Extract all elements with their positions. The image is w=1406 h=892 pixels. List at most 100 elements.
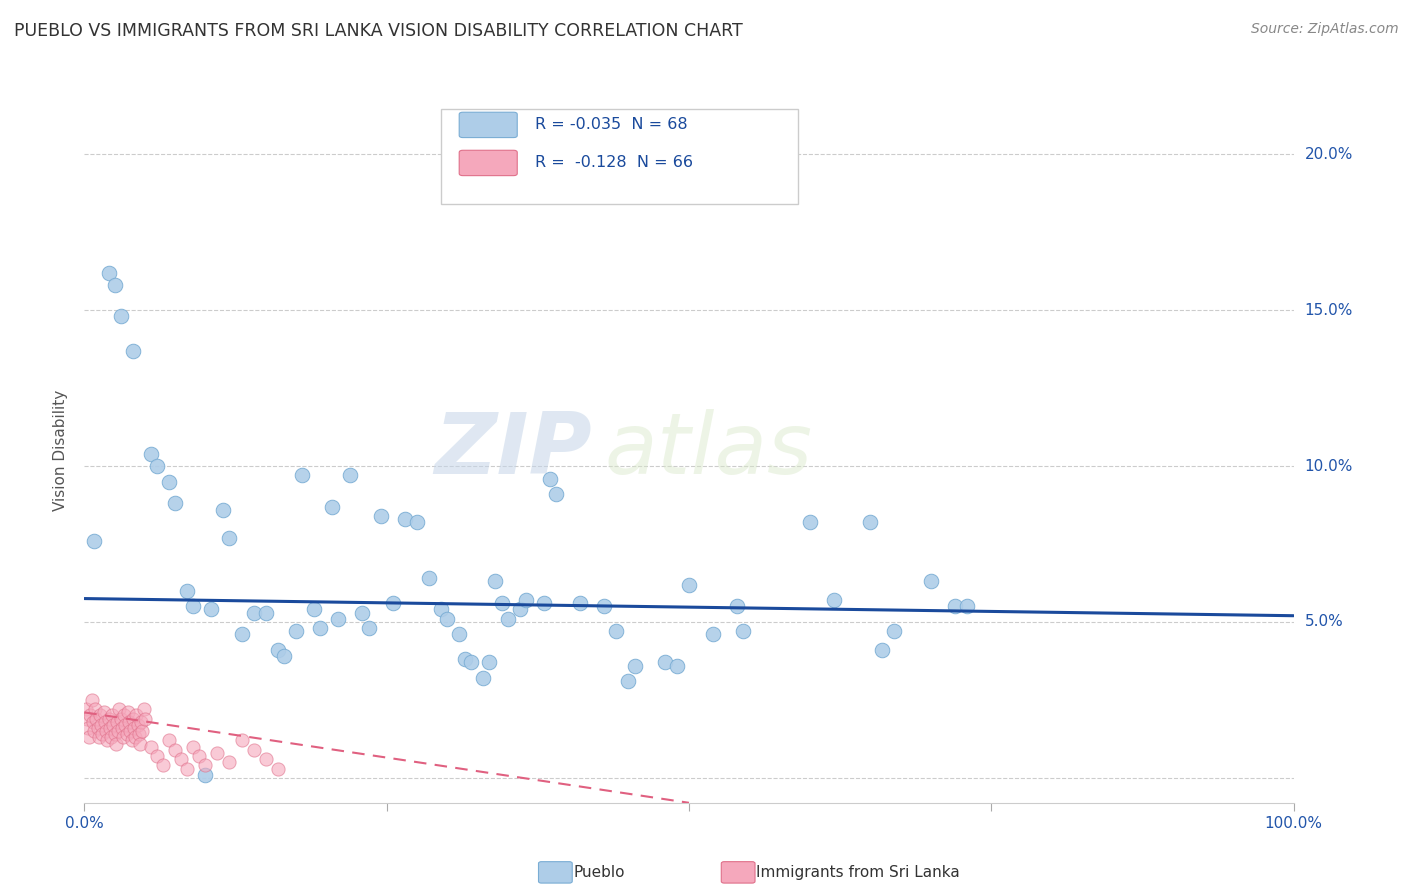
Point xyxy=(129,714,152,729)
Point xyxy=(165,496,187,510)
Point xyxy=(593,599,616,614)
Text: PUEBLO VS IMMIGRANTS FROM SRI LANKA VISION DISABILITY CORRELATION CHART: PUEBLO VS IMMIGRANTS FROM SRI LANKA VISI… xyxy=(14,22,742,40)
Point xyxy=(121,343,143,358)
Point xyxy=(128,727,150,741)
Point xyxy=(623,658,645,673)
Point xyxy=(152,758,174,772)
Point xyxy=(104,727,127,741)
Point xyxy=(79,708,101,723)
Point xyxy=(176,583,198,598)
Point xyxy=(146,458,169,473)
Point xyxy=(273,649,295,664)
Text: R = -0.035  N = 68: R = -0.035 N = 68 xyxy=(536,118,688,132)
Point xyxy=(883,624,905,639)
Point xyxy=(181,599,204,614)
Point xyxy=(200,602,222,616)
Point xyxy=(218,756,240,770)
Point xyxy=(352,606,374,620)
Text: 10.0%: 10.0% xyxy=(1305,458,1353,474)
Point xyxy=(98,721,121,735)
Point xyxy=(218,531,240,545)
FancyBboxPatch shape xyxy=(460,150,517,176)
Point xyxy=(418,571,440,585)
FancyBboxPatch shape xyxy=(460,112,517,137)
Point xyxy=(956,599,979,614)
Point xyxy=(112,731,135,745)
Point xyxy=(702,627,724,641)
Point xyxy=(544,487,567,501)
Point xyxy=(91,727,114,741)
Point xyxy=(120,724,142,739)
Point xyxy=(538,471,561,485)
Point xyxy=(100,731,122,745)
Point xyxy=(93,706,115,720)
Point xyxy=(569,596,592,610)
Point xyxy=(725,599,748,614)
Point xyxy=(122,721,145,735)
Point xyxy=(110,310,132,324)
Point xyxy=(291,468,314,483)
Point xyxy=(665,658,688,673)
Point xyxy=(381,596,404,610)
Text: Source: ZipAtlas.com: Source: ZipAtlas.com xyxy=(1251,22,1399,37)
Point xyxy=(118,714,141,729)
Point xyxy=(83,724,105,739)
Point xyxy=(90,718,112,732)
Point xyxy=(82,714,104,729)
Point xyxy=(943,599,966,614)
Point xyxy=(76,712,98,726)
Point xyxy=(733,624,755,639)
Point xyxy=(132,702,155,716)
Point xyxy=(872,643,894,657)
Y-axis label: Vision Disability: Vision Disability xyxy=(53,390,69,511)
Point xyxy=(114,718,136,732)
Point xyxy=(430,602,453,616)
Point xyxy=(449,627,471,641)
Point xyxy=(515,593,537,607)
Point xyxy=(231,627,253,641)
Point xyxy=(176,762,198,776)
Point xyxy=(75,702,97,716)
Point xyxy=(84,702,107,716)
Point xyxy=(406,515,429,529)
Text: 20.0%: 20.0% xyxy=(1305,147,1353,161)
Point xyxy=(859,515,882,529)
Point xyxy=(242,743,264,757)
Point xyxy=(267,762,290,776)
Point xyxy=(284,624,308,639)
Point xyxy=(86,712,108,726)
Point xyxy=(89,708,111,723)
Point xyxy=(110,712,132,726)
Point xyxy=(617,674,640,689)
Point xyxy=(823,593,845,607)
Point xyxy=(108,702,131,716)
Point xyxy=(194,768,217,782)
Point xyxy=(111,721,134,735)
Point xyxy=(77,721,100,735)
Point xyxy=(104,278,127,293)
Text: atlas: atlas xyxy=(605,409,813,492)
Point xyxy=(86,721,108,735)
FancyBboxPatch shape xyxy=(441,109,797,204)
Point xyxy=(436,612,458,626)
Point xyxy=(478,656,501,670)
Point xyxy=(678,577,700,591)
Point xyxy=(139,446,162,460)
Text: Immigrants from Sri Lanka: Immigrants from Sri Lanka xyxy=(756,865,960,880)
Point xyxy=(115,727,138,741)
Point xyxy=(491,596,513,610)
Point xyxy=(124,731,146,745)
Point xyxy=(533,596,555,610)
Point xyxy=(96,733,118,747)
Point xyxy=(103,718,125,732)
Point xyxy=(472,671,495,685)
Point xyxy=(165,743,187,757)
Point xyxy=(157,733,180,747)
Point xyxy=(87,731,110,745)
Text: 5.0%: 5.0% xyxy=(1305,615,1343,630)
Point xyxy=(105,714,128,729)
Point xyxy=(509,602,531,616)
Point xyxy=(394,512,416,526)
Point xyxy=(339,468,361,483)
Point xyxy=(454,652,477,666)
